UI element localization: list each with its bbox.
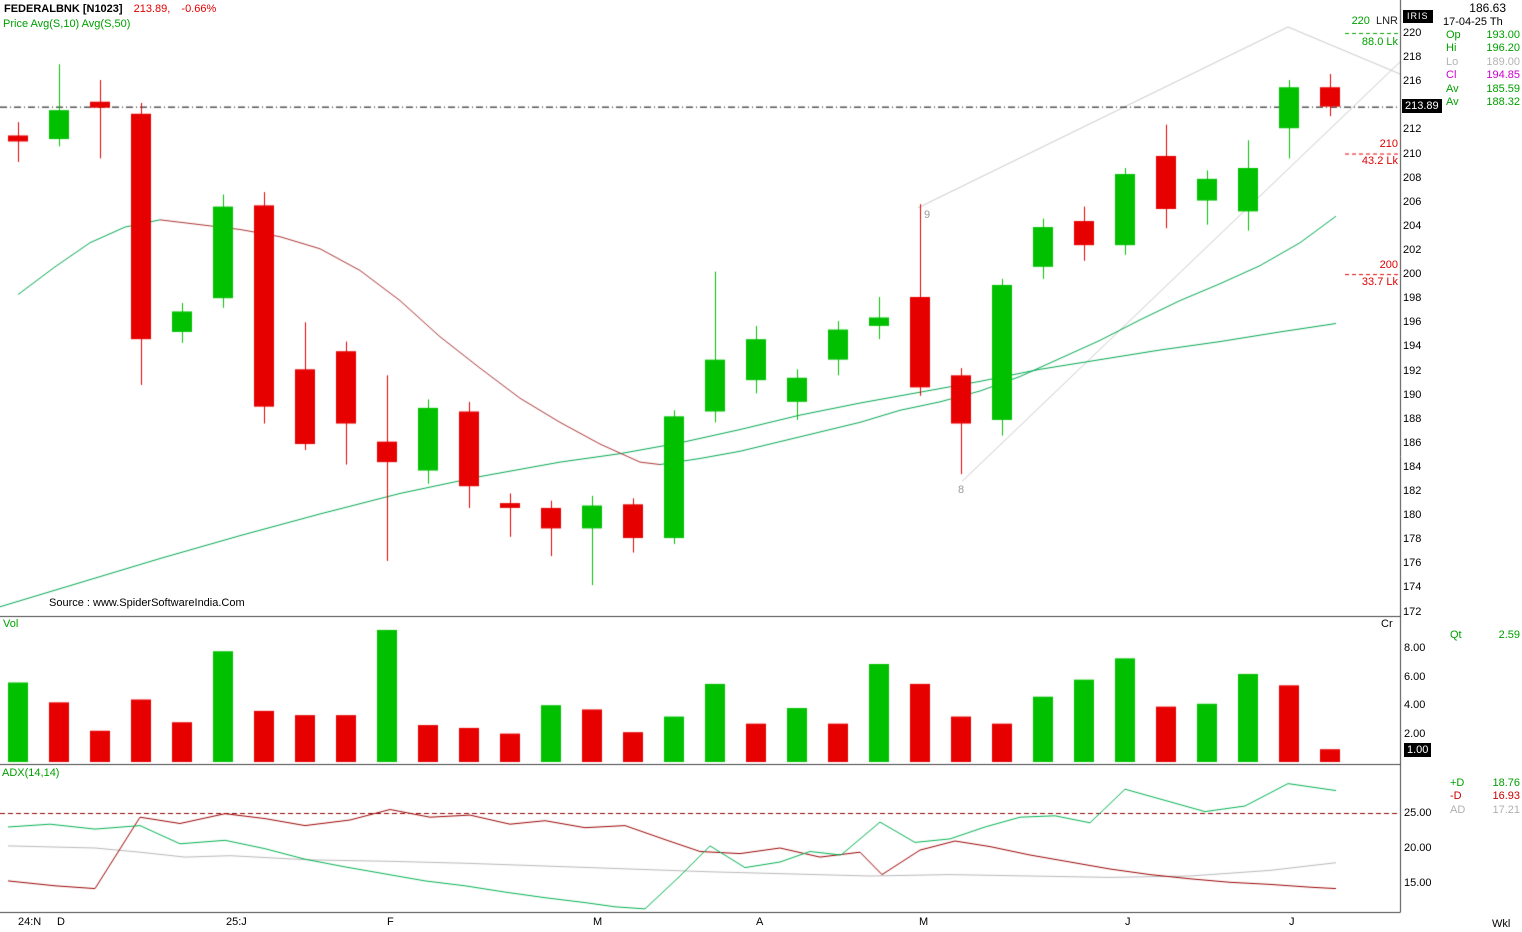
price-axis-tick: 180 bbox=[1403, 509, 1422, 522]
volume-base-badge: 1.00 bbox=[1404, 743, 1432, 757]
time-axis-label: J bbox=[1289, 916, 1295, 928]
header: FEDERALBNK [N1023] 213.89, -0.66% bbox=[4, 3, 216, 15]
adx-axis-tick: 25.00 bbox=[1404, 807, 1432, 819]
level2-price: 200 bbox=[1379, 259, 1398, 271]
price-axis-tick: 190 bbox=[1403, 388, 1422, 401]
price-axis-tick: 174 bbox=[1403, 581, 1422, 594]
quote-row-hi: Hi 196.20 bbox=[1446, 42, 1520, 55]
adx-legend-value: 16.93 bbox=[1492, 790, 1520, 803]
volume-axis-tick: 6.00 bbox=[1404, 670, 1426, 683]
resistance-tag: LNR bbox=[1375, 15, 1398, 27]
price-axis-tick: 192 bbox=[1403, 364, 1422, 377]
resistance-price: 220 bbox=[1351, 15, 1370, 27]
brand-logo: IRIS bbox=[1403, 10, 1433, 23]
adx-legend-row-ad: AD 17.21 bbox=[1450, 804, 1520, 817]
pivot-label: 8 bbox=[958, 483, 965, 496]
price-axis-tick: 216 bbox=[1403, 75, 1422, 88]
quote-row-lo: Lo 189.00 bbox=[1446, 56, 1520, 69]
level1-volume: 43.2 Lk bbox=[1361, 155, 1398, 167]
time-axis-label: D bbox=[57, 916, 65, 928]
quote-row-label: Lo bbox=[1446, 55, 1459, 68]
quote-row-label: Cl bbox=[1446, 69, 1457, 82]
adx-legend-label: AD bbox=[1450, 803, 1466, 816]
volume-axis-tick: 4.00 bbox=[1404, 699, 1426, 712]
change-percent: -0.66% bbox=[181, 3, 217, 15]
price-axis-tick: 204 bbox=[1403, 219, 1422, 232]
quote-row-label: Av bbox=[1446, 96, 1459, 109]
adx-legend-row-minusd: -D 16.93 bbox=[1450, 790, 1520, 803]
price-axis-tick: 212 bbox=[1403, 123, 1422, 136]
indicator-legend: Price Avg(S,10) Avg(S,50) bbox=[3, 18, 131, 30]
quote-row-value: 196.20 bbox=[1486, 42, 1520, 55]
symbol-name: FEDERALBNK [N1023] bbox=[4, 3, 123, 15]
volume-qt-row: Qt 2.59 bbox=[1450, 629, 1520, 641]
quote-row-av: Av 188.32 bbox=[1446, 96, 1520, 109]
price-axis-tick: 210 bbox=[1403, 147, 1422, 160]
price-axis-tick: 198 bbox=[1403, 292, 1422, 305]
resistance-volume: 88.0 Lk bbox=[1361, 36, 1398, 48]
level2-volume: 33.7 Lk bbox=[1361, 276, 1398, 288]
adx-axis-tick: 20.00 bbox=[1404, 842, 1432, 854]
quote-row-label: Av bbox=[1446, 82, 1459, 95]
adx-legend-label: -D bbox=[1450, 790, 1462, 803]
price-axis-tick: 186 bbox=[1403, 436, 1422, 449]
price-axis-tick: 178 bbox=[1403, 533, 1422, 546]
time-axis-label: 24:N bbox=[18, 916, 42, 928]
adx-legend-value: 17.21 bbox=[1492, 803, 1520, 816]
quote-row-value: 193.00 bbox=[1486, 29, 1520, 41]
price-axis-tick: 188 bbox=[1403, 412, 1422, 425]
time-axis-label: 25:J bbox=[226, 916, 247, 928]
pivot-label: 9 bbox=[924, 208, 931, 221]
adx-legend: +D 18.76 -D 16.93 AD 17.21 bbox=[1450, 777, 1520, 817]
time-axis-label: M bbox=[919, 916, 929, 928]
crosshair-price: 186.63 bbox=[1469, 1, 1506, 15]
time-axis-label: M bbox=[593, 916, 603, 928]
quote-row-label: Hi bbox=[1446, 42, 1457, 55]
time-axis-label: F bbox=[387, 916, 394, 928]
adx-panel-label: ADX(14,14) bbox=[2, 767, 60, 779]
quote-rows: Op 193.00 Hi 196.20 Lo 189.00 Cl 194.85 Av 185.59… bbox=[1446, 29, 1520, 109]
quote-row-value: 188.32 bbox=[1486, 96, 1520, 109]
price-axis-tick: 182 bbox=[1403, 485, 1422, 498]
price-axis-tick: 194 bbox=[1403, 340, 1422, 353]
qt-label: Qt bbox=[1450, 629, 1462, 641]
adx-legend-row-plusd: +D 18.76 bbox=[1450, 777, 1520, 790]
price-axis-tick: 176 bbox=[1403, 557, 1422, 570]
price-axis-tick: 208 bbox=[1403, 171, 1422, 184]
volume-unit-label: Cr bbox=[1381, 618, 1393, 630]
volume-panel-label: Vol bbox=[3, 618, 19, 630]
adx-legend-label: +D bbox=[1450, 777, 1465, 789]
current-price-badge: 213.89 bbox=[1402, 99, 1442, 113]
adx-legend-value: 18.76 bbox=[1492, 777, 1520, 789]
quote-row-label: Op bbox=[1446, 29, 1461, 41]
price-axis-tick: 218 bbox=[1403, 51, 1422, 64]
price-axis-tick: 184 bbox=[1403, 460, 1422, 473]
adx-axis-tick: 15.00 bbox=[1404, 877, 1432, 889]
quote-row-value: 194.85 bbox=[1486, 69, 1520, 82]
quote-row-value: 185.59 bbox=[1486, 82, 1520, 95]
timeframe-label: Wkl bbox=[1492, 918, 1511, 930]
quote-row-value: 189.00 bbox=[1486, 55, 1520, 68]
quote-row-av: Av 185.59 bbox=[1446, 83, 1520, 96]
level1-price: 210 bbox=[1379, 138, 1398, 150]
quote-row-cl: Cl 194.85 bbox=[1446, 69, 1520, 82]
crosshair-date: 17-04-25 Th bbox=[1443, 16, 1503, 28]
qt-value: 2.59 bbox=[1498, 629, 1520, 641]
volume-axis-tick: 8.00 bbox=[1404, 642, 1426, 655]
price-axis-tick: 172 bbox=[1403, 605, 1422, 618]
level-resistance: 220 LNR bbox=[1342, 15, 1398, 27]
source-credit: Source : www.SpiderSoftwareIndia.Com bbox=[49, 597, 245, 609]
time-axis-label: J bbox=[1125, 916, 1131, 928]
volume-axis-tick: 2.00 bbox=[1404, 727, 1426, 740]
quote-row-op: Op 193.00 bbox=[1446, 29, 1520, 42]
last-price: 213.89, bbox=[133, 3, 171, 15]
price-axis-tick: 200 bbox=[1403, 268, 1422, 281]
time-axis-label: A bbox=[756, 916, 764, 928]
price-axis-tick: 196 bbox=[1403, 316, 1422, 329]
price-axis-tick: 202 bbox=[1403, 243, 1422, 256]
price-axis-tick: 206 bbox=[1403, 195, 1422, 208]
price-axis-tick: 220 bbox=[1403, 27, 1422, 39]
